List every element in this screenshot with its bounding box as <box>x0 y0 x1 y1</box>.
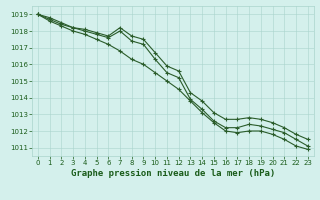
X-axis label: Graphe pression niveau de la mer (hPa): Graphe pression niveau de la mer (hPa) <box>71 169 275 178</box>
